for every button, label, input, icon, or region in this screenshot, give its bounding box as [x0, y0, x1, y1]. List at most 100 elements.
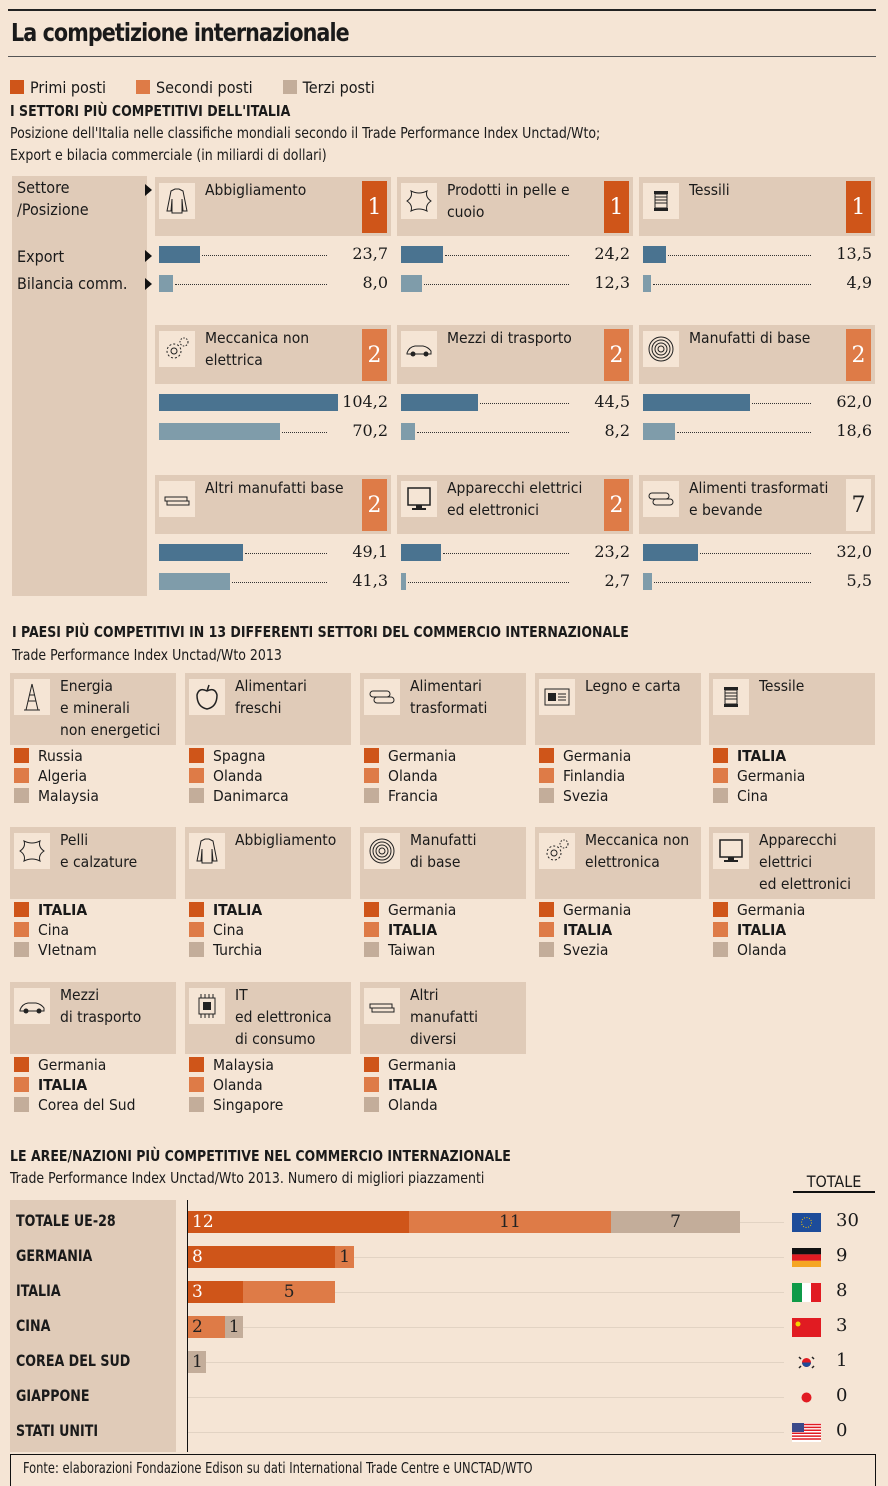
sector-name: Manufatti di base: [410, 829, 477, 873]
ranking-item: Malaysia: [14, 787, 99, 805]
leader-line: [281, 432, 327, 433]
korea-flag-icon: [792, 1353, 821, 1372]
export-value: 104,2: [342, 392, 388, 411]
sector-name: Tessili: [689, 181, 730, 199]
car-icon-glyph: [19, 1002, 45, 1014]
balance-bar: [401, 423, 416, 440]
balance-value: 5,5: [846, 571, 872, 590]
rank-swatch: [189, 942, 204, 957]
ranking-item: VIetnam: [14, 941, 97, 959]
sector-card: Alimentari freschi: [185, 673, 351, 745]
top-rule: [8, 9, 876, 11]
sector-card: Abbigliamento: [185, 827, 351, 899]
ranking-item: Finlandia: [539, 767, 625, 785]
jacket-icon-glyph: [196, 838, 218, 864]
sector-card: Tessili 1: [639, 177, 875, 236]
gears-icon-glyph: [166, 337, 189, 359]
rank-swatch: [713, 768, 728, 783]
total-value: 3: [836, 1315, 848, 1336]
country-name: Germania: [388, 901, 457, 919]
sector-name: Prodotti in pelle e cuoio: [447, 181, 570, 221]
sector-name: Alimentari freschi: [235, 675, 307, 719]
bar-segment-first: 3: [188, 1281, 244, 1303]
sector-name-line: e minerali: [60, 699, 130, 717]
leader-line: [245, 553, 327, 554]
sector-card: Legno e carta: [535, 673, 701, 745]
country-label: STATI UNITI: [16, 1421, 99, 1440]
balance-bar: [643, 275, 652, 292]
position-badge: 2: [846, 329, 871, 381]
rank-swatch: [14, 788, 29, 803]
sector-card: Altri manufatti diversi: [360, 982, 526, 1054]
coil-icon-glyph: [648, 336, 674, 362]
gridline: [188, 1327, 784, 1328]
balance-bar: [159, 423, 280, 440]
sector-name-line: Alimentari: [410, 677, 482, 695]
country-name: ITALIA: [388, 921, 438, 939]
sector-card: Abbigliamento 1: [155, 177, 391, 236]
bars-icon: [364, 988, 400, 1024]
china-flag-icon: [792, 1318, 821, 1337]
country-name: Cina: [213, 921, 244, 939]
country-name: ITALIA: [563, 921, 613, 939]
sector-card: Meccanica non elettronica: [535, 827, 701, 899]
country-name: Malaysia: [213, 1056, 274, 1074]
sector-name-line: ed elettronici: [759, 875, 852, 893]
section3-heading: LE AREE/NAZIONI PIÙ COMPETITIVE NEL COMM…: [10, 1147, 511, 1165]
position-badge: 1: [846, 181, 871, 233]
ranking-item: Danimarca: [189, 787, 289, 805]
balance-value: 4,9: [846, 273, 872, 292]
country-name: ITALIA: [38, 901, 88, 919]
rank-swatch: [14, 1077, 29, 1092]
sector-name-line: Pelli: [60, 831, 89, 849]
sector-name: Meccanica non elettronica: [585, 829, 689, 873]
position-badge: 2: [604, 329, 629, 381]
export-bar: [401, 544, 441, 561]
monitor-icon: [401, 481, 437, 517]
balance-bar: [643, 573, 653, 590]
rank-swatch: [539, 902, 554, 917]
ranking-item: Malaysia: [189, 1056, 274, 1074]
ranking-item: Olanda: [189, 1076, 263, 1094]
jacket-icon: [189, 833, 225, 869]
leader-line: [700, 553, 811, 554]
sector-card: Pelli e calzature: [10, 827, 176, 899]
total-header: TOTALE: [793, 1172, 875, 1193]
ranking-item: Olanda: [364, 767, 438, 785]
germany-flag-icon: [792, 1248, 821, 1268]
sector-name-line: di base: [410, 853, 461, 871]
eu-flag-icon: [792, 1213, 821, 1232]
rank-swatch: [189, 1077, 204, 1092]
rank-swatch: [364, 1057, 379, 1072]
gridline: [188, 1397, 784, 1398]
country-label: GIAPPONE: [16, 1386, 90, 1405]
rank-swatch: [364, 768, 379, 783]
country-name: ITALIA: [213, 901, 263, 919]
sector-name-line: IT: [235, 986, 248, 1004]
sector-card: Alimentari trasformati: [360, 673, 526, 745]
export-bar: [643, 544, 699, 561]
axis-line: [187, 1200, 188, 1452]
leader-line: [442, 553, 569, 554]
section3-subtitle: Trade Performance Index Unctad/Wto 2013.…: [10, 1169, 485, 1187]
bar-segment-second: 2: [188, 1316, 225, 1338]
gridline: [188, 1362, 784, 1363]
leather-icon: [14, 833, 50, 869]
rank-swatch: [713, 902, 728, 917]
balance-value: 12,3: [594, 273, 630, 292]
legend-swatch: [282, 80, 297, 94]
sector-card: Apparecchi elettrici ed elettronici: [709, 827, 875, 899]
ranking-item: Svezia: [539, 787, 608, 805]
balance-bar: [159, 573, 231, 590]
arrow-icon: [145, 250, 152, 262]
sector-name-line: Altri: [410, 986, 439, 1004]
page-title: La competizione internazionale: [11, 18, 350, 47]
sector-name-line: Apparecchi: [759, 831, 837, 849]
country-name: Germania: [563, 747, 632, 765]
sector-name-line: manufatti: [410, 1008, 479, 1026]
position-badge: 1: [604, 181, 629, 233]
rank-swatch: [14, 1097, 29, 1112]
ranking-item: ITALIA: [364, 921, 437, 939]
ranking-item: ITALIA: [539, 921, 612, 939]
country-name: ITALIA: [737, 921, 787, 939]
